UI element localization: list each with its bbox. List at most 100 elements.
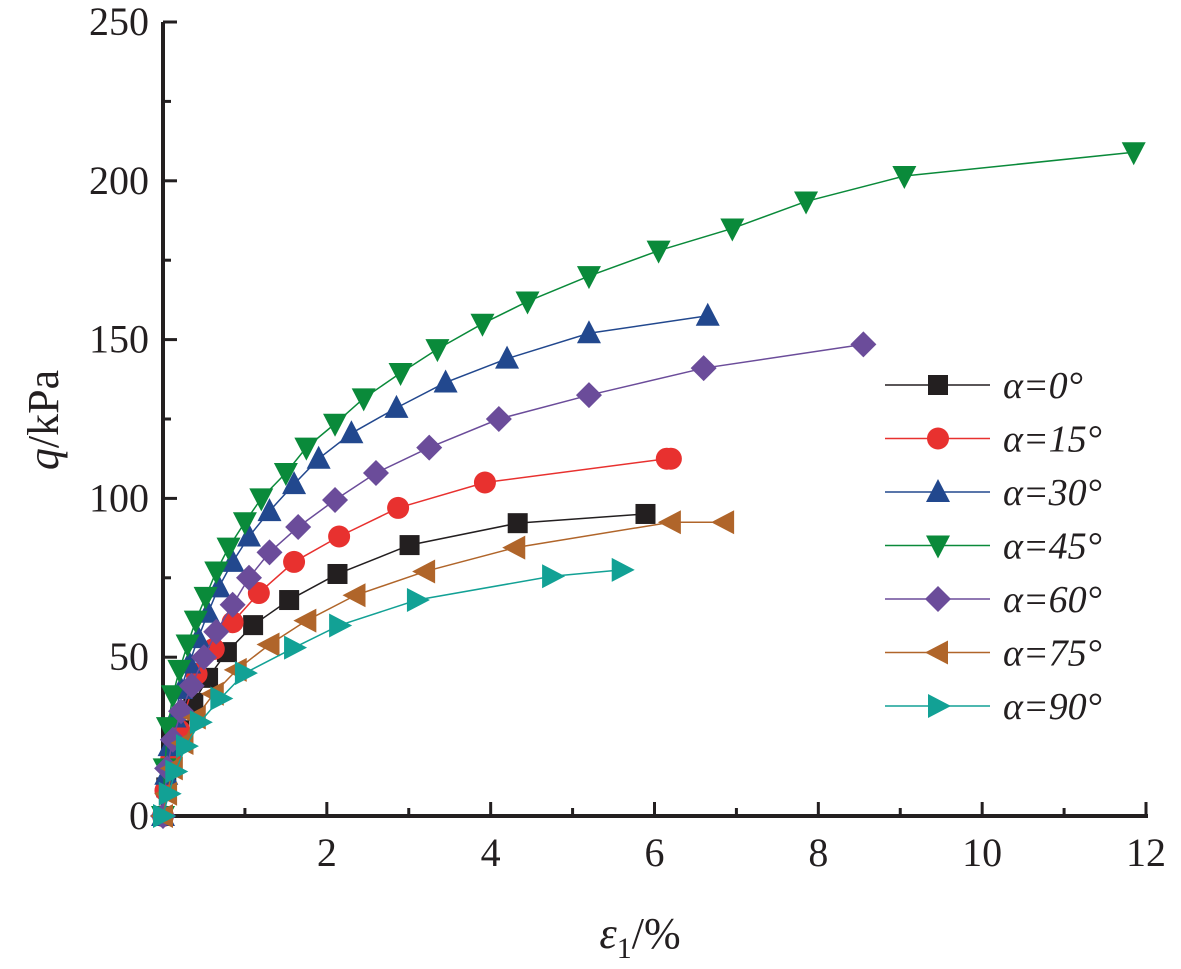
series-1: [152, 447, 682, 827]
data-point: [720, 218, 745, 242]
legend-marker: [928, 694, 951, 718]
data-point: [406, 588, 430, 613]
data-point: [283, 550, 306, 573]
x-axis-title: ε1/%: [599, 909, 680, 965]
data-point: [794, 191, 819, 215]
x-tick-label: 4: [481, 830, 501, 875]
data-point: [635, 503, 656, 524]
data-point: [256, 632, 280, 657]
data-point: [425, 339, 450, 363]
data-point: [243, 615, 264, 636]
data-point: [473, 471, 496, 494]
data-point: [232, 512, 257, 536]
data-point: [282, 471, 307, 495]
legend-marker: [926, 535, 950, 559]
x-tick-label: 8: [808, 830, 828, 875]
x-tick-label: 12: [1126, 830, 1166, 875]
y-axis-title: q/kPa: [19, 370, 68, 470]
data-point: [1121, 142, 1146, 166]
legend-item: α=45°: [885, 526, 1102, 568]
data-point: [322, 486, 349, 513]
data-point: [416, 434, 443, 461]
legend: α=0° α=15° α=30° α=45° α=60° α=75° α=90°: [885, 365, 1102, 728]
data-point: [502, 535, 526, 560]
legend-item: α=60°: [885, 579, 1102, 621]
data-point: [576, 320, 601, 344]
data-point: [279, 590, 300, 611]
data-point: [204, 561, 229, 585]
data-point: [219, 591, 246, 618]
data-point: [306, 445, 331, 469]
data-point: [515, 291, 540, 315]
legend-marker: [926, 479, 950, 502]
data-point: [293, 608, 317, 633]
data-point: [158, 781, 182, 806]
data-point: [412, 559, 436, 584]
data-point: [384, 394, 409, 418]
series-4: [150, 331, 877, 829]
data-point: [155, 717, 180, 741]
data-point: [210, 686, 234, 711]
data-point: [220, 548, 245, 572]
data-point: [175, 634, 200, 658]
data-point: [247, 582, 270, 605]
data-point: [160, 685, 185, 709]
data-point: [178, 672, 205, 699]
y-tick-label: 50: [109, 634, 149, 679]
data-point: [342, 583, 366, 608]
data-point: [273, 462, 298, 486]
legend-label: α=45°: [1003, 526, 1102, 568]
series-3: [151, 142, 1146, 829]
series-2: [151, 302, 720, 826]
data-point: [256, 539, 283, 566]
data-point: [183, 610, 208, 634]
data-point: [165, 759, 189, 784]
legend-marker: [925, 586, 951, 612]
data-point: [327, 563, 348, 584]
data-point: [485, 406, 512, 432]
data-point: [850, 331, 877, 358]
data-point: [657, 510, 681, 535]
data-point: [711, 510, 735, 535]
data-point: [221, 611, 244, 634]
data-point: [216, 537, 241, 561]
data-point: [175, 734, 199, 759]
data-point: [284, 635, 308, 660]
y-tick-label: 200: [89, 158, 149, 203]
data-point: [646, 240, 671, 264]
data-point: [329, 613, 353, 638]
data-point: [189, 710, 213, 735]
data-point: [388, 362, 413, 386]
y-tick-label: 0: [129, 793, 149, 838]
data-point: [611, 557, 635, 582]
series-line: [162, 343, 864, 817]
data-point: [399, 535, 420, 556]
data-point: [285, 513, 312, 540]
data-point: [387, 496, 410, 519]
data-point: [237, 523, 262, 547]
legend-item: α=0°: [885, 365, 1083, 407]
data-point: [576, 266, 601, 290]
data-point: [495, 345, 520, 369]
data-point: [659, 447, 682, 470]
legend-item: α=15°: [885, 419, 1102, 461]
legend-label: α=90°: [1003, 686, 1102, 728]
legend-item: α=90°: [885, 686, 1102, 728]
data-point: [236, 564, 263, 591]
y-tick-label: 150: [89, 317, 149, 362]
data-point: [257, 498, 282, 522]
data-point: [339, 420, 364, 444]
y-tick-label: 250: [89, 0, 149, 44]
data-point: [249, 488, 274, 512]
data-point: [328, 525, 351, 548]
data-point: [203, 618, 230, 645]
data-point: [234, 661, 258, 686]
data-point: [351, 388, 376, 412]
data-point: [294, 437, 319, 461]
axes: 2 4 6 8 10 12 0 50 100 150 200 250: [89, 0, 1166, 875]
legend-marker: [925, 640, 948, 665]
legend-label: α=0°: [1003, 365, 1083, 407]
legend-item: α=30°: [885, 472, 1102, 514]
data-point: [433, 369, 458, 393]
